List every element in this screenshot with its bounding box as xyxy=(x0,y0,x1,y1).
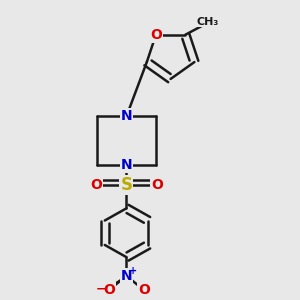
Text: O: O xyxy=(90,178,102,192)
Text: O: O xyxy=(150,28,162,42)
Text: S: S xyxy=(120,176,132,194)
Text: N: N xyxy=(121,158,132,172)
Text: −: − xyxy=(96,282,107,295)
Text: O: O xyxy=(103,283,115,297)
Text: O: O xyxy=(151,178,163,192)
Text: N: N xyxy=(121,109,132,123)
Text: N: N xyxy=(121,269,132,283)
Text: +: + xyxy=(129,266,137,276)
Text: CH₃: CH₃ xyxy=(196,17,218,27)
Text: O: O xyxy=(138,283,150,297)
